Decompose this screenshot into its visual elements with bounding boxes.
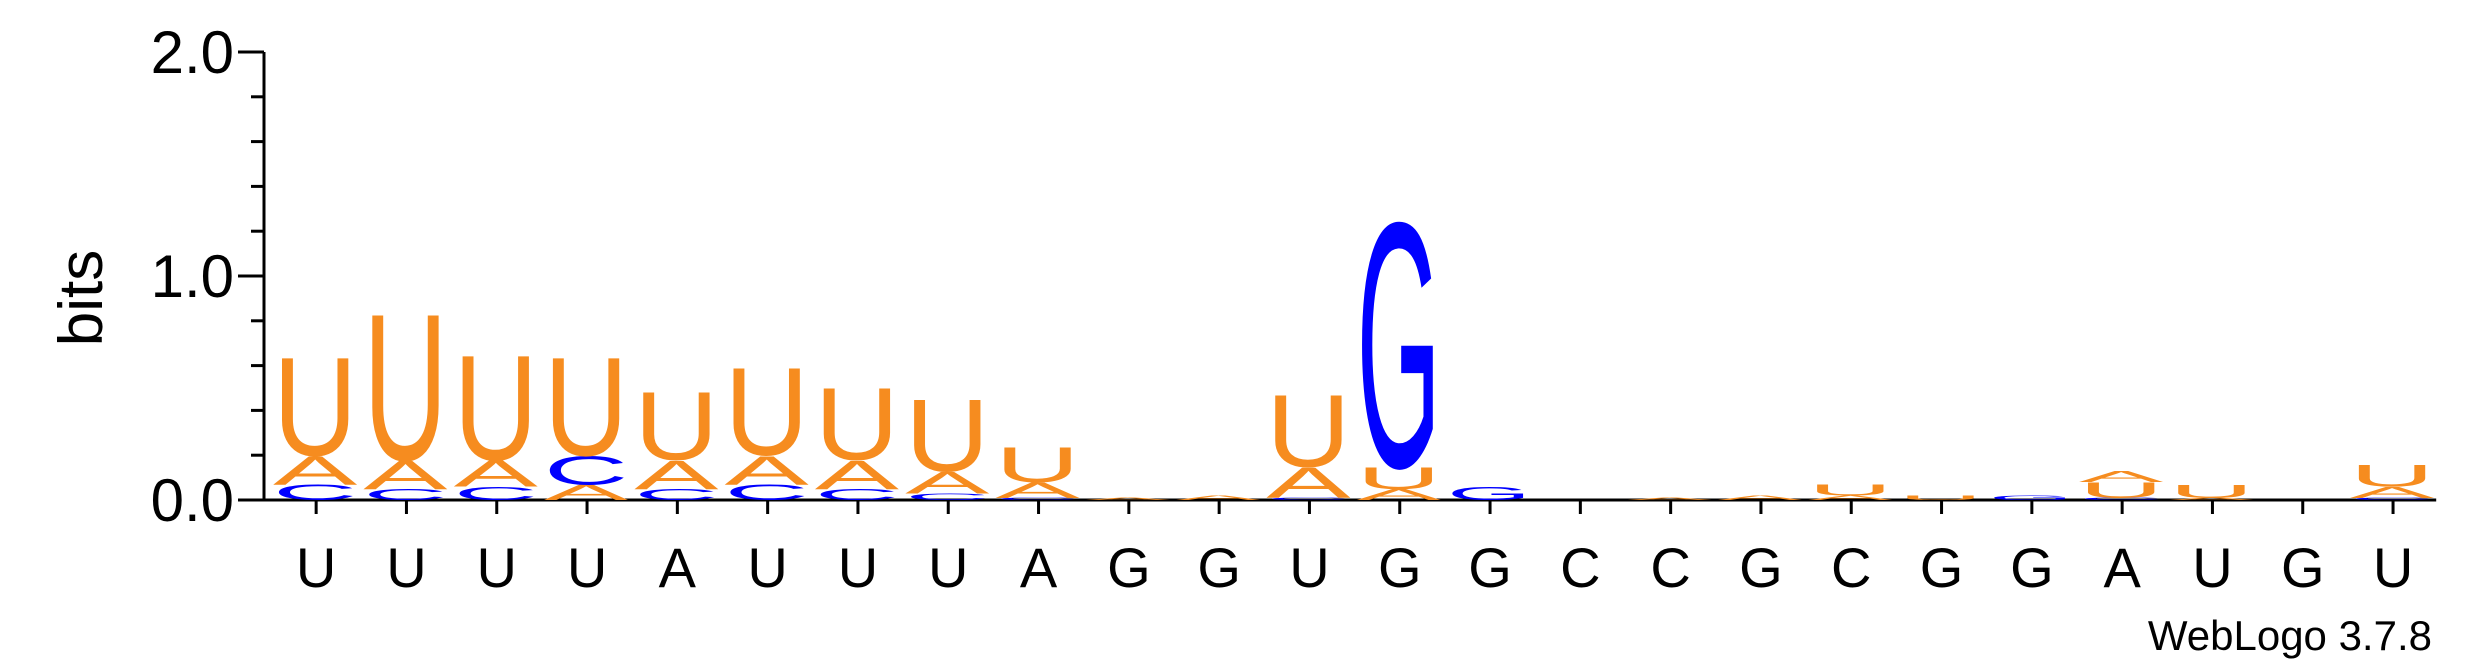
logo-glyph-a: A: [1718, 494, 1803, 501]
logo-glyph-u: U: [363, 269, 447, 504]
logo-glyph-u: U: [2169, 481, 2253, 502]
logo-glyph-a: A: [634, 452, 719, 497]
logo-glyph-u: U: [1898, 494, 1982, 501]
logo-glyph-c: C: [1266, 497, 1350, 501]
x-tick-label: U: [747, 536, 787, 599]
x-tick-label: C: [1650, 536, 1690, 599]
x-tick-label: U: [567, 536, 607, 599]
x-tick-label: A: [2103, 536, 2141, 599]
logo-glyph-a: A: [1808, 494, 1893, 501]
x-tick-label: G: [2010, 536, 2054, 599]
logo-glyph-u: U: [2079, 478, 2163, 503]
x-tick-label: U: [1289, 536, 1329, 599]
logo-glyph-u: U: [544, 329, 628, 486]
logo-glyph-a: A: [2169, 497, 2254, 500]
logo-glyph-c: C: [454, 483, 538, 504]
logo-glyph-g: G: [1357, 149, 1441, 541]
logo-glyph-a: A: [2350, 484, 2434, 502]
logo-glyph-a: A: [2079, 468, 2163, 486]
x-tick-label: G: [1468, 536, 1512, 599]
logo-glyph-g: G: [1989, 494, 2073, 501]
logo-glyph-a: A: [905, 465, 990, 500]
logo-glyph-u: U: [1357, 461, 1441, 496]
logo-glyph-a: A: [1176, 494, 1261, 501]
logo-glyph-a: A: [1357, 486, 1441, 504]
x-tick-label: C: [1831, 536, 1871, 599]
x-tick-label: U: [296, 536, 336, 599]
logo-glyph-a: A: [363, 452, 448, 497]
logo-glyph-c: C: [995, 497, 1079, 501]
logo-glyph-a: A: [725, 447, 810, 492]
logo-glyph-u: U: [1266, 374, 1350, 489]
y-tick-label: 2.0: [151, 19, 234, 86]
logo-glyph-u: U: [815, 367, 899, 482]
x-tick-label: U: [2373, 536, 2413, 599]
logo-glyph-u: U: [905, 378, 989, 493]
y-tick-label: 0.0: [151, 467, 234, 534]
x-tick-label: U: [928, 536, 968, 599]
y-axis: 0.0 1.0 2.0: [151, 19, 266, 534]
x-tick-label: G: [2281, 536, 2325, 599]
logo-glyph-u: U: [995, 438, 1079, 494]
logo-glyph-c: C: [544, 448, 628, 494]
logo-glyph-u: U: [454, 323, 538, 492]
x-tick-label: A: [659, 536, 697, 599]
logo-glyph-c: C: [725, 480, 809, 505]
x-tick-label: G: [1739, 536, 1783, 599]
logo-glyph-c: C: [815, 486, 899, 503]
x-tick-label: G: [1107, 536, 1151, 599]
logo-glyph-u: U: [273, 329, 357, 486]
logo-glyph-c: C: [363, 486, 447, 503]
logo-glyph-u: U: [634, 372, 718, 480]
weblogo-credit: WebLogo 3.7.8: [2148, 612, 2432, 659]
logo-glyph-a: A: [273, 447, 358, 492]
logo-glyph-c: C: [2350, 497, 2434, 501]
logo-glyph-a: A: [995, 478, 1080, 502]
logo-glyph-a: A: [454, 453, 538, 495]
logo-glyph-c: C: [905, 492, 989, 503]
y-axis-label: bits: [47, 250, 116, 346]
logo-glyph-a: A: [815, 452, 900, 497]
logo-glyph-g: G: [1447, 483, 1531, 504]
logo-glyph-a: A: [1086, 497, 1171, 500]
logo-glyph-u: U: [1808, 481, 1892, 498]
logo-glyph-a: A: [1628, 497, 1713, 500]
x-tick-label: U: [477, 536, 517, 599]
x-tick-label: U: [386, 536, 426, 599]
x-tick-label: G: [1197, 536, 1241, 599]
y-tick-label: 1.0: [151, 243, 234, 310]
logo-glyph-c: C: [2079, 497, 2163, 501]
logo-glyph-a: A: [1266, 458, 1350, 507]
x-tick-label: G: [1378, 536, 1422, 599]
logo-glyph-u: U: [725, 341, 809, 482]
logo-glyph-a: A: [544, 480, 629, 504]
logo-glyph-u: U: [2350, 459, 2434, 494]
x-tick-label: U: [2192, 536, 2232, 599]
x-tick-label: A: [1020, 536, 1058, 599]
logo-glyph-c: C: [634, 486, 718, 503]
logo-glyph-c: C: [273, 480, 357, 505]
x-tick-label: C: [1560, 536, 1600, 599]
x-tick-label: G: [1920, 536, 1964, 599]
x-tick-label: U: [838, 536, 878, 599]
